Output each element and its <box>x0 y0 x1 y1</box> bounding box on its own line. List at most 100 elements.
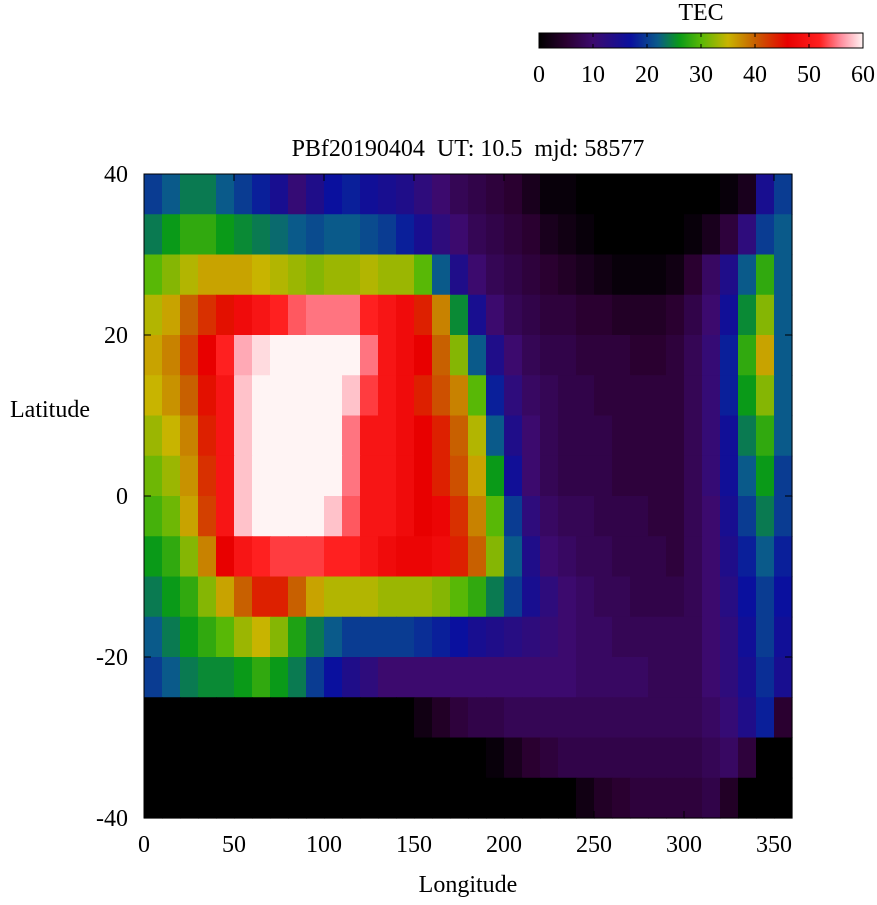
heatmap-cell <box>738 415 757 457</box>
heatmap-cell <box>648 294 667 336</box>
heatmap-cell <box>162 496 181 537</box>
heatmap-cell <box>468 455 487 497</box>
heatmap-cell <box>216 335 235 376</box>
heatmap-cell <box>342 496 361 537</box>
heatmap-cell <box>468 496 487 537</box>
heatmap-cell <box>738 697 757 739</box>
heatmap-cell <box>540 415 559 457</box>
heatmap-cell <box>738 455 757 497</box>
heatmap-cell <box>540 294 559 336</box>
heatmap-cell <box>396 375 415 417</box>
heatmap-cell <box>558 777 577 819</box>
heatmap-cell <box>432 777 451 819</box>
heatmap-cell <box>558 616 577 658</box>
heatmap-cell <box>450 737 469 779</box>
heatmap-cell <box>504 777 523 819</box>
heatmap-cell <box>378 697 397 739</box>
heatmap-cell <box>414 455 433 497</box>
heatmap-cell <box>540 576 559 618</box>
heatmap-cell <box>324 455 343 497</box>
heatmap-cell <box>702 174 721 215</box>
heatmap-cell <box>234 777 253 819</box>
heatmap-cell <box>738 657 757 698</box>
heatmap-cell <box>450 657 469 698</box>
heatmap-cell <box>414 415 433 457</box>
heatmap-cell <box>648 174 667 215</box>
heatmap-cell <box>450 455 469 497</box>
colorbar-ticks: 0 10 20 30 40 50 60 <box>533 33 875 88</box>
heatmap-cell <box>702 214 721 256</box>
heatmap-cell <box>594 415 613 457</box>
heatmap-cell <box>576 415 595 457</box>
y-tick-label: 0 <box>116 484 128 510</box>
heatmap-cell <box>270 375 289 417</box>
heatmap-cell <box>720 294 739 336</box>
heatmap-cell <box>522 174 541 215</box>
heatmap-cell <box>198 174 217 215</box>
heatmap-cell <box>288 294 307 336</box>
heatmap-cell <box>360 536 379 578</box>
heatmap-cell <box>594 657 613 698</box>
heatmap-cell <box>288 496 307 537</box>
heatmap-cell <box>450 254 469 296</box>
heatmap-cell <box>486 536 505 578</box>
heatmap-cell <box>216 214 235 256</box>
heatmap-cell <box>414 616 433 658</box>
heatmap-cell <box>432 657 451 698</box>
heatmap-cell <box>360 294 379 336</box>
heatmap-cell <box>288 455 307 497</box>
heatmap-cell <box>612 616 631 658</box>
heatmap-cell <box>378 657 397 698</box>
heatmap-cell <box>288 174 307 215</box>
colorbar-tick-label: 30 <box>689 62 713 88</box>
heatmap-cell <box>288 777 307 819</box>
heatmap-cell <box>396 294 415 336</box>
heatmap-cell <box>558 294 577 336</box>
heatmap-cell <box>756 616 775 658</box>
heatmap-cell <box>396 214 415 256</box>
heatmap-cell <box>144 777 163 819</box>
heatmap-cell <box>180 657 199 698</box>
heatmap-cell <box>594 616 613 658</box>
heatmap-cell <box>378 455 397 497</box>
heatmap-cell <box>342 375 361 417</box>
heatmap-cell <box>468 536 487 578</box>
heatmap-cell <box>144 174 163 215</box>
heatmap-cell <box>180 777 199 819</box>
heatmap-cell <box>468 335 487 376</box>
heatmap-cell <box>774 415 793 457</box>
heatmap-cell <box>342 214 361 256</box>
heatmap-cell <box>558 737 577 779</box>
heatmap-cell <box>270 174 289 215</box>
heatmap-cell <box>486 455 505 497</box>
heatmap-cell <box>756 657 775 698</box>
heatmap-cell <box>360 777 379 819</box>
y-tick-label: -20 <box>96 645 128 671</box>
heatmap-cell <box>702 335 721 376</box>
heatmap-cell <box>360 657 379 698</box>
heatmap-cell <box>522 616 541 658</box>
x-tick-label: 100 <box>306 832 342 858</box>
heatmap-cell <box>360 455 379 497</box>
heatmap-cell <box>612 294 631 336</box>
heatmap-cell <box>432 576 451 618</box>
y-tick-label: 20 <box>104 323 128 349</box>
heatmap-cell <box>594 375 613 417</box>
heatmap-cell <box>630 214 649 256</box>
heatmap-cell <box>504 375 523 417</box>
heatmap-cell <box>216 576 235 618</box>
heatmap-cell <box>450 536 469 578</box>
heatmap-cell <box>432 335 451 376</box>
heatmap-cell <box>612 576 631 618</box>
x-tick-label: 50 <box>222 832 246 858</box>
heatmap-cell <box>198 576 217 618</box>
heatmap-cell <box>576 174 595 215</box>
heatmap-cell <box>756 777 775 819</box>
heatmap-cell <box>666 616 685 658</box>
heatmap-cell <box>234 455 253 497</box>
heatmap-cell <box>684 657 703 698</box>
heatmap-cell <box>270 576 289 618</box>
heatmap-cell <box>738 536 757 578</box>
heatmap-cell <box>504 697 523 739</box>
heatmap-cell <box>288 415 307 457</box>
